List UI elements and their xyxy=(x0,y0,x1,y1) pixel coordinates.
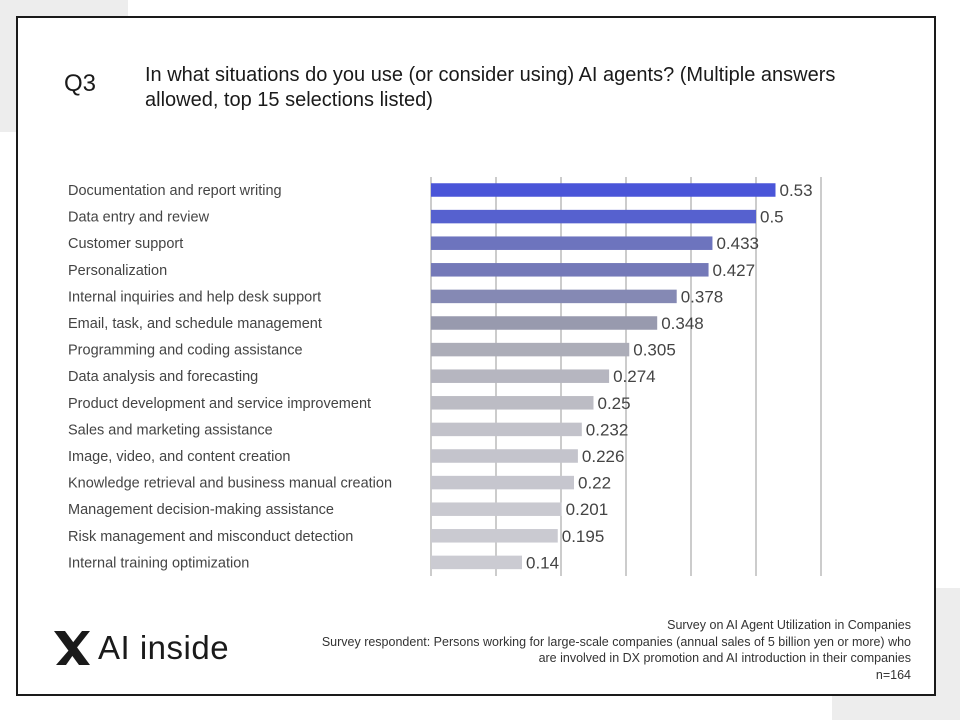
value-label: 0.378 xyxy=(681,287,724,306)
bar xyxy=(431,316,658,330)
value-label: 0.195 xyxy=(562,527,605,546)
bar xyxy=(431,289,677,304)
category-label: Knowledge retrieval and business manual … xyxy=(68,476,392,492)
value-label: 0.14 xyxy=(526,553,559,572)
value-label: 0.348 xyxy=(661,314,704,333)
sample-size: n=164 xyxy=(875,667,911,682)
company-logo: AI inside xyxy=(52,628,229,668)
bar xyxy=(431,422,582,437)
value-label: 0.427 xyxy=(713,261,756,280)
bar xyxy=(431,209,756,224)
logo-text: AI inside xyxy=(98,629,230,666)
question-number: Q3 xyxy=(64,70,97,97)
category-label: Personalization xyxy=(68,263,167,279)
value-label: 0.232 xyxy=(586,420,629,439)
bar xyxy=(431,183,776,197)
bar xyxy=(431,529,558,543)
value-label: 0.274 xyxy=(613,367,656,386)
category-label: Image, video, and content creation xyxy=(68,449,290,465)
bar xyxy=(431,475,574,490)
category-label: Data analysis and forecasting xyxy=(68,369,258,385)
category-label: Management decision-making assistance xyxy=(68,502,334,518)
category-label: Internal inquiries and help desk support xyxy=(68,289,321,305)
category-label: Internal training optimization xyxy=(68,555,249,571)
bar xyxy=(431,369,610,383)
bar xyxy=(431,263,709,277)
category-label: Programming and coding assistance xyxy=(68,343,303,359)
survey-title: Survey on AI Agent Utilization in Compan… xyxy=(667,618,911,632)
bar xyxy=(431,342,630,357)
value-label: 0.53 xyxy=(780,181,813,200)
value-label: 0.433 xyxy=(716,234,759,253)
bar xyxy=(431,555,522,570)
category-label: Product development and service improvem… xyxy=(68,396,371,412)
category-label: Sales and marketing assistance xyxy=(68,422,273,438)
respondent-description-line-2: are involved in DX promotion and AI intr… xyxy=(538,651,911,665)
bar xyxy=(431,502,562,516)
bar xyxy=(431,396,594,410)
question-text: In what situations do you use (or consid… xyxy=(145,64,836,111)
category-label: Email, task, and schedule management xyxy=(68,316,322,332)
value-label: 0.201 xyxy=(566,500,609,519)
value-label: 0.25 xyxy=(598,394,631,413)
value-label: 0.305 xyxy=(633,341,676,360)
value-label: 0.226 xyxy=(582,447,625,466)
bar xyxy=(431,236,713,250)
ai-inside-x-mark-icon xyxy=(54,631,90,665)
bar xyxy=(431,449,578,463)
category-label: Customer support xyxy=(68,236,183,252)
respondent-description-line-1: Survey respondent: Persons working for l… xyxy=(321,634,911,649)
category-label: Documentation and report writing xyxy=(68,183,282,199)
footer-notes: Survey on AI Agent Utilization in Compan… xyxy=(322,617,911,683)
value-label: 0.5 xyxy=(760,208,784,227)
value-label: 0.22 xyxy=(578,474,611,493)
category-label: Data entry and review xyxy=(68,210,210,226)
category-label: Risk management and misconduct detection xyxy=(68,529,353,545)
